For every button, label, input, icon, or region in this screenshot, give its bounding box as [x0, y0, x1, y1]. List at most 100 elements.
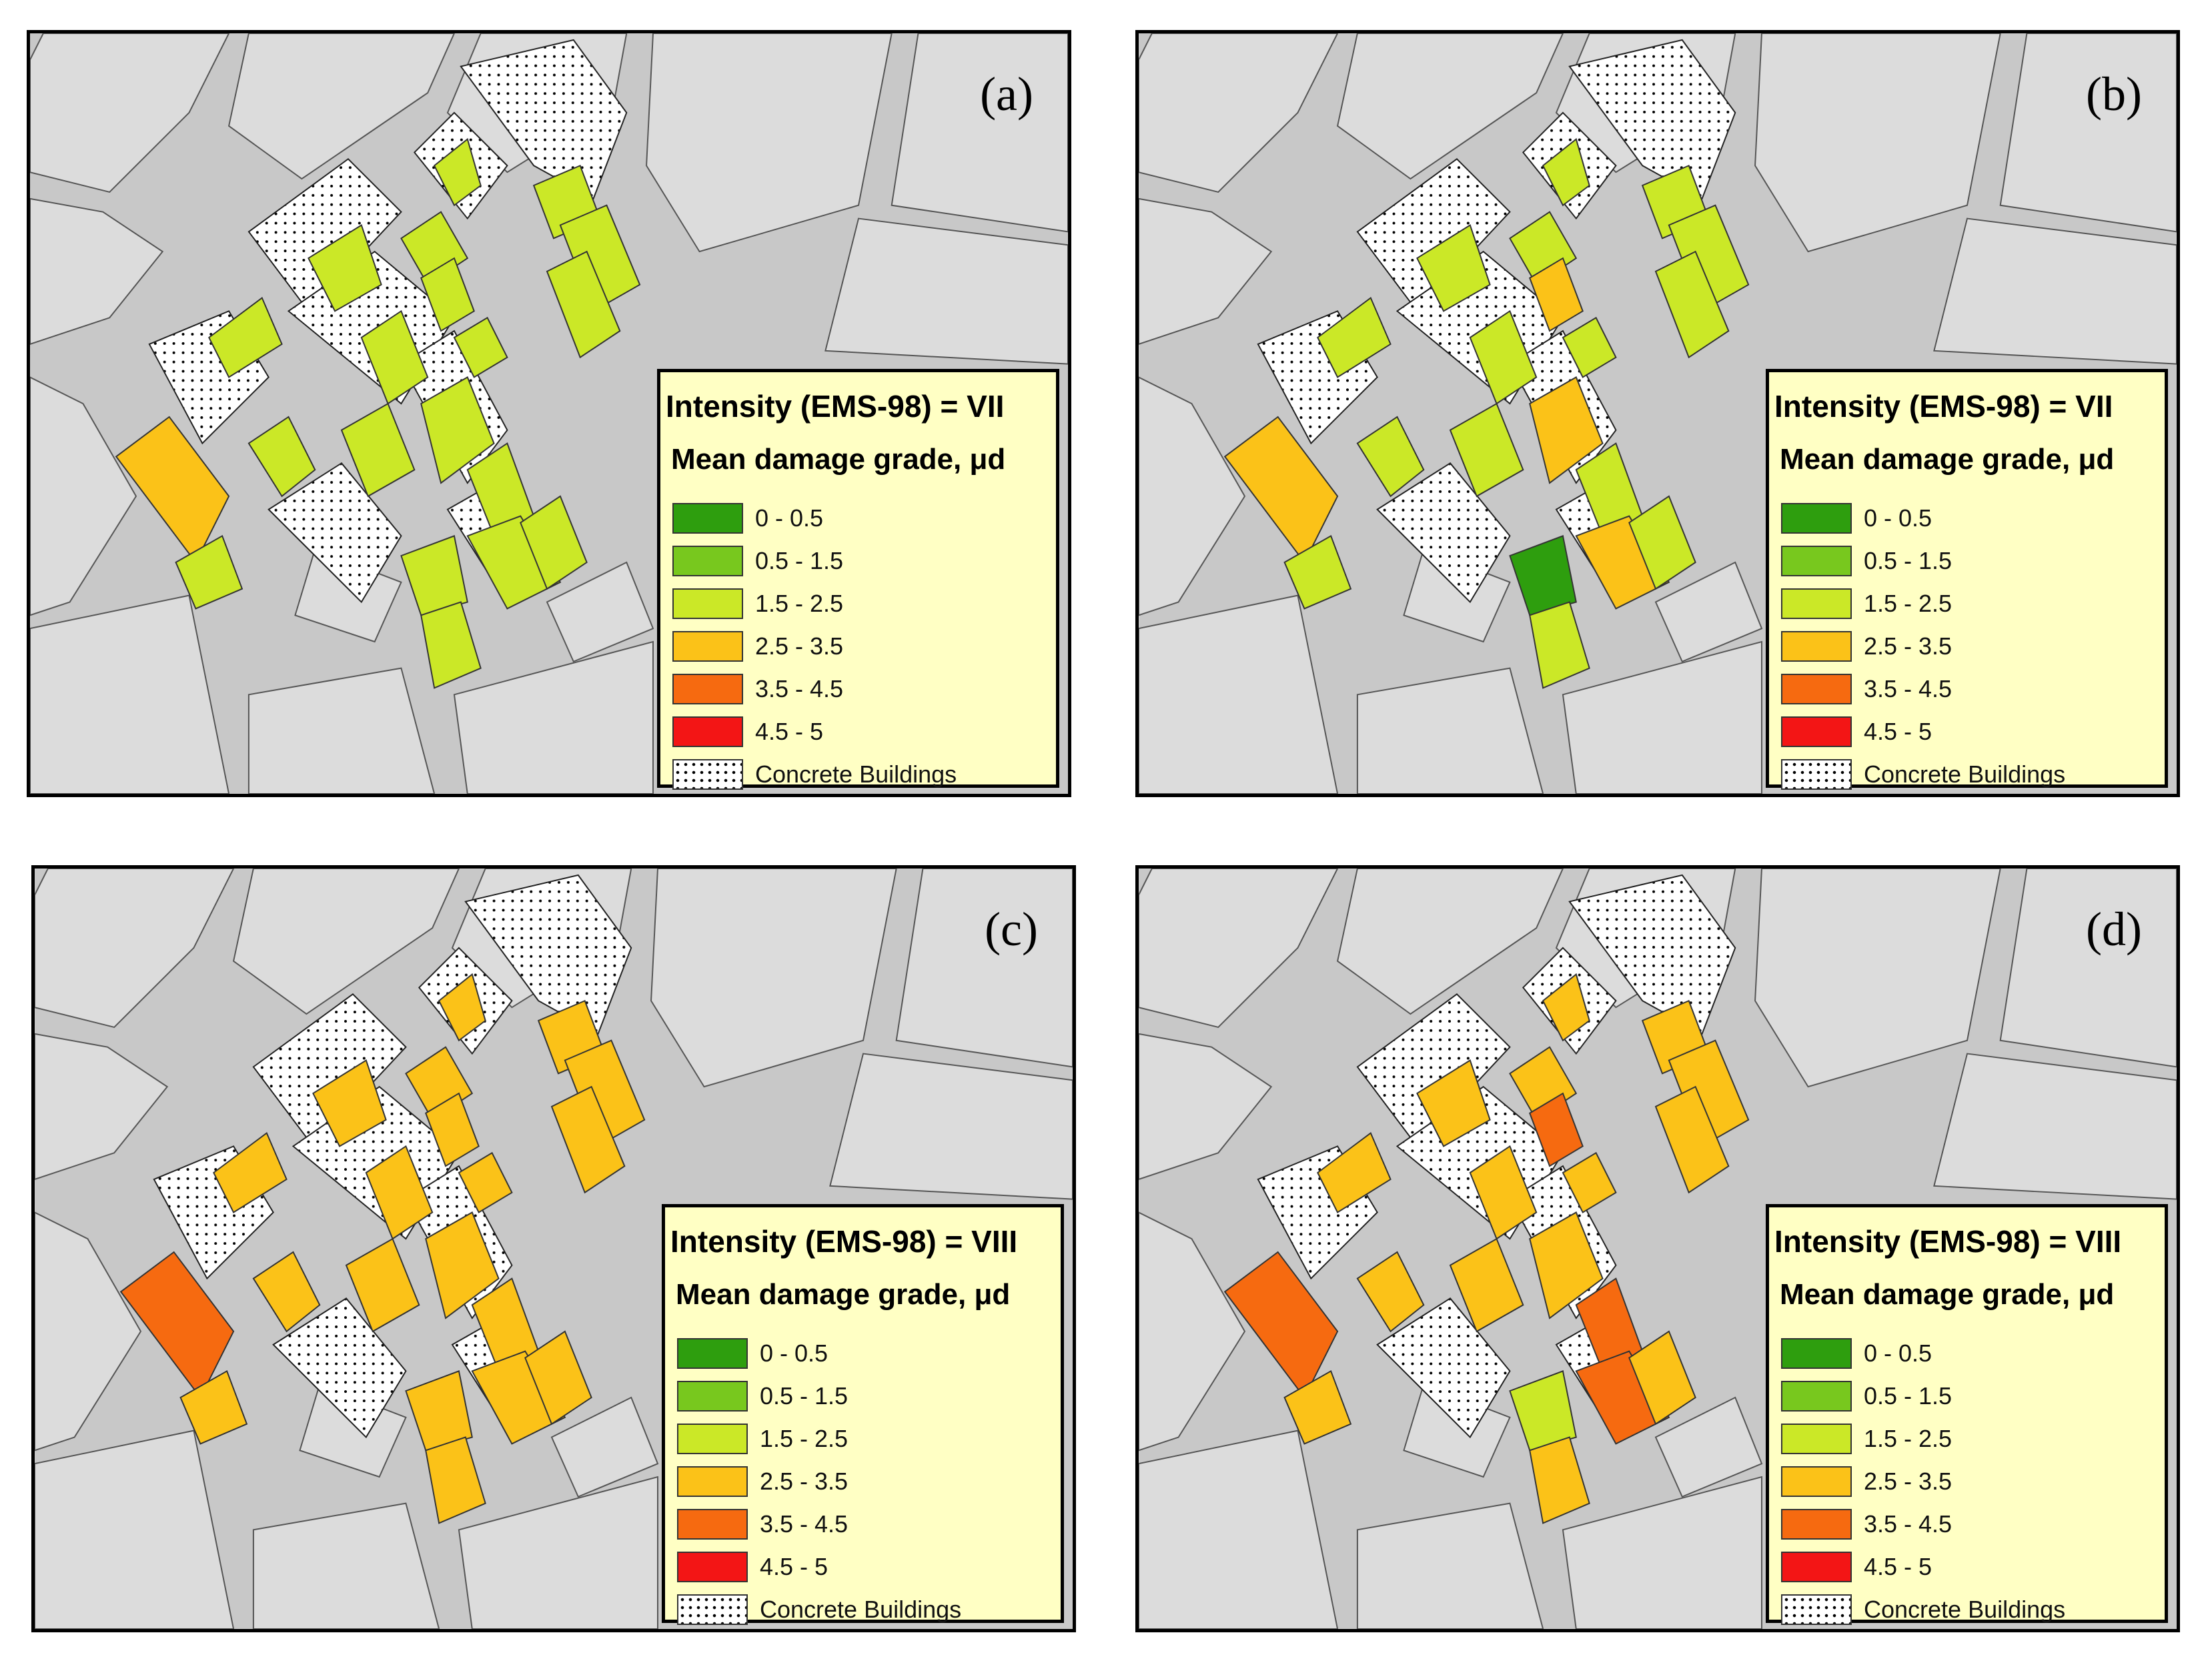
damaged-building — [1542, 137, 1590, 207]
concrete-building — [1568, 874, 1736, 1035]
damaged-building — [1283, 534, 1352, 610]
legend-swatch — [677, 1509, 748, 1540]
damaged-building — [213, 1131, 288, 1213]
city-block — [227, 33, 456, 180]
damaged-building — [115, 416, 230, 564]
legend-intensity-title: Intensity (EMS-98) = VII — [1774, 389, 2113, 424]
legend-item: 2.5 - 3.5 — [1781, 631, 2155, 663]
concrete-building — [460, 39, 628, 200]
legend-item-label: 4.5 - 5 — [755, 718, 824, 745]
legend-swatch — [677, 1466, 748, 1497]
legend-item: 4.5 - 5 — [672, 716, 1046, 748]
map-panel-d: (d) Intensity (EMS-98) = VIII Mean damag… — [1135, 865, 2180, 1632]
damaged-building — [1469, 1145, 1538, 1240]
damaged-building — [1628, 495, 1696, 590]
damaged-building — [175, 534, 243, 610]
legend-item-label: Concrete Buildings — [1864, 760, 2066, 788]
legend-intensity-title: Intensity (EMS-98) = VIII — [670, 1224, 1018, 1259]
legend-subtitle: Mean damage grade, μd — [671, 443, 1006, 476]
legend: Intensity (EMS-98) = VIII Mean damage gr… — [662, 1204, 1064, 1625]
legend-item: 0.5 - 1.5 — [672, 546, 1046, 578]
legend: Intensity (EMS-98) = VII Mean damage gra… — [657, 369, 1059, 790]
legend-item-label: 3.5 - 4.5 — [760, 1510, 849, 1538]
city-block — [30, 594, 230, 794]
city-block — [458, 1476, 658, 1629]
city-block — [1139, 594, 1339, 794]
damaged-building — [1575, 515, 1670, 610]
city-block — [30, 33, 230, 193]
legend-item-label: 4.5 - 5 — [760, 1553, 828, 1580]
legend-swatch-concrete — [677, 1594, 748, 1625]
concrete-building — [1568, 39, 1736, 200]
panel-label: (b) — [2086, 67, 2142, 121]
legend-item: 3.5 - 4.5 — [1781, 1509, 2155, 1541]
legend-item-label: 0.5 - 1.5 — [760, 1382, 849, 1410]
damaged-building — [1469, 310, 1538, 405]
legend-swatch — [672, 716, 743, 747]
city-block — [1139, 1211, 1246, 1452]
damaged-building — [1562, 1151, 1617, 1213]
city-block — [1139, 376, 1246, 616]
damaged-building — [1529, 601, 1590, 689]
legend-item: 2.5 - 3.5 — [1781, 1466, 2155, 1498]
damaged-building — [546, 250, 621, 359]
concrete-building — [1356, 993, 1511, 1147]
city-block — [30, 376, 137, 616]
legend-item-label: 4.5 - 5 — [1864, 1553, 1932, 1580]
legend-item-concrete: Concrete Buildings — [1781, 759, 2155, 791]
damaged-building — [425, 1436, 486, 1524]
map-panel-c: (c) Intensity (EMS-98) = VIII Mean damag… — [31, 865, 1076, 1632]
city-block — [550, 1396, 659, 1498]
legend-swatch — [672, 674, 743, 704]
damaged-building — [453, 316, 508, 378]
legend-item-label: 1.5 - 2.5 — [1864, 590, 1953, 617]
legend-item: 4.5 - 5 — [677, 1552, 1051, 1584]
damaged-building — [1542, 973, 1590, 1042]
legend-swatch — [677, 1552, 748, 1582]
legend-swatch — [1781, 674, 1852, 704]
damaged-building — [1529, 1211, 1604, 1319]
legend-swatch — [672, 503, 743, 534]
legend-item: 4.5 - 5 — [1781, 716, 2155, 748]
city-block — [650, 869, 897, 1088]
legend-swatch — [672, 631, 743, 662]
legend-swatch — [677, 1381, 748, 1412]
legend-swatch — [1781, 1552, 1852, 1582]
damaged-building — [1654, 250, 1730, 359]
city-block — [35, 1033, 169, 1180]
damaged-building — [1317, 296, 1392, 378]
damaged-building — [1509, 535, 1577, 616]
legend-item-label: 0.5 - 1.5 — [1864, 547, 1953, 574]
damaged-building — [433, 137, 482, 207]
damaged-building — [1416, 1059, 1491, 1147]
concrete-building — [1376, 462, 1511, 604]
legend-item: 2.5 - 3.5 — [672, 631, 1046, 663]
city-block — [1754, 33, 2001, 253]
legend-swatch — [1781, 1509, 1852, 1540]
city-block — [895, 869, 1073, 1068]
city-block — [35, 869, 235, 1029]
legend-item-concrete: Concrete Buildings — [1781, 1594, 2155, 1626]
city-block — [1336, 33, 1564, 180]
legend-item: 2.5 - 3.5 — [677, 1466, 1051, 1498]
damaged-building — [1317, 1131, 1392, 1213]
city-block — [1562, 1476, 1762, 1629]
legend-item-label: 1.5 - 2.5 — [755, 590, 844, 617]
damaged-building — [1283, 1369, 1352, 1445]
damaged-building — [1529, 1092, 1584, 1167]
damaged-building — [1654, 1085, 1730, 1194]
damaged-building — [1223, 416, 1339, 564]
legend-item: 1.5 - 2.5 — [672, 588, 1046, 620]
damaged-building — [340, 402, 416, 498]
city-block — [35, 1211, 142, 1452]
damaged-building — [308, 223, 382, 312]
damaged-building — [1356, 1251, 1425, 1333]
city-block — [824, 217, 1068, 365]
legend-item-label: 2.5 - 3.5 — [755, 632, 844, 660]
legend-swatch — [677, 1424, 748, 1454]
damaged-building — [466, 515, 562, 610]
legend-swatch — [1781, 1338, 1852, 1369]
legend-item: 1.5 - 2.5 — [1781, 588, 2155, 620]
legend-subtitle: Mean damage grade, μd — [1780, 443, 2115, 476]
city-block — [1933, 1053, 2177, 1200]
